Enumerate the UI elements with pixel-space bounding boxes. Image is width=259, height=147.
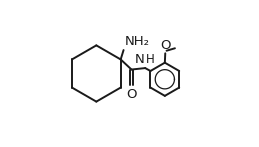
Text: N: N	[135, 53, 145, 66]
Text: NH₂: NH₂	[125, 35, 150, 48]
Text: O: O	[126, 88, 137, 101]
Text: H: H	[146, 53, 154, 66]
Text: O: O	[160, 39, 171, 52]
